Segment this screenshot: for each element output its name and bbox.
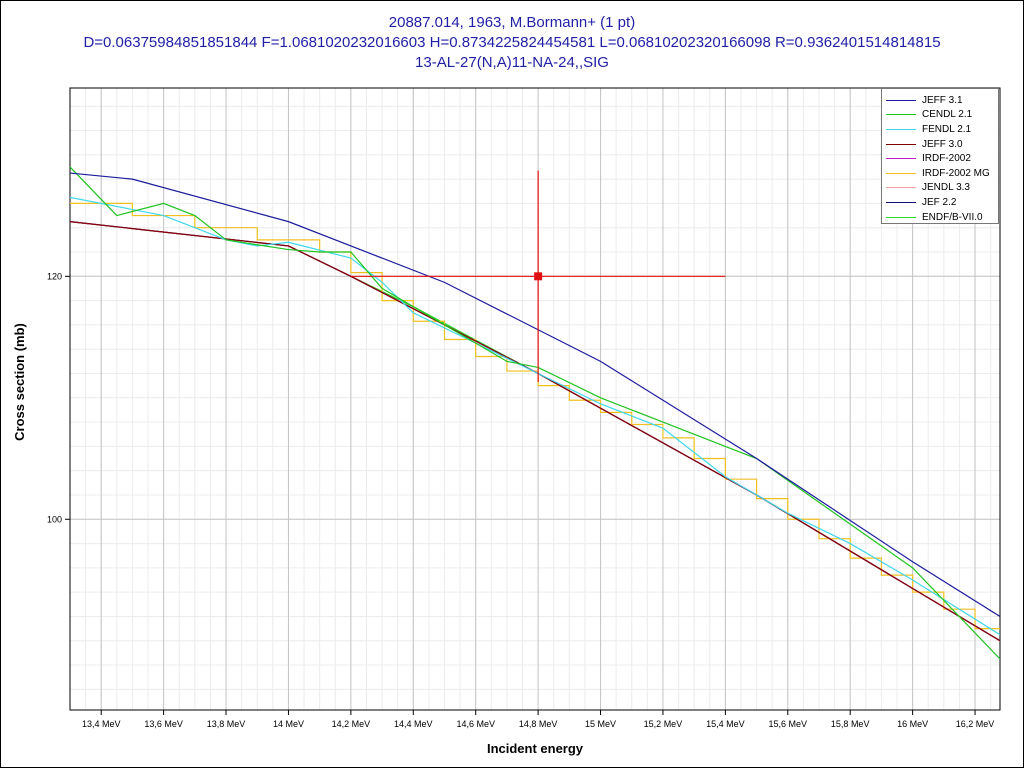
x-tick-label: 15 MeV <box>585 719 616 729</box>
legend-item-irdf-2002: IRDF-2002 <box>882 151 998 166</box>
legend-label: IRDF-2002 MG <box>922 167 990 179</box>
legend-item-fendl-2-1: FENDL 2.1 <box>882 122 998 137</box>
y-axis-label: Cross section (mb) <box>12 323 27 441</box>
legend-label: JENDL 3.3 <box>922 182 970 194</box>
x-tick-label: 15,8 MeV <box>831 719 870 729</box>
y-tick-label: 120 <box>47 271 62 281</box>
x-tick-label: 14,8 MeV <box>519 719 558 729</box>
legend: JEFF 3.1 CENDL 2.1 FENDL 2.1 JEFF 3.0 IRDF-2… <box>881 88 999 224</box>
x-tick-label: 15,6 MeV <box>769 719 808 729</box>
legend-swatch <box>886 216 916 218</box>
legend-item-jeff-3-0: JEFF 3.0 <box>882 137 998 152</box>
series-line-jeff-3-1 <box>70 172 1000 617</box>
legend-swatch <box>886 143 916 145</box>
legend-item-endf-b-vii-0: ENDF/B-VII.0 <box>882 210 998 225</box>
data-point-marker <box>534 272 543 281</box>
legend-label: FENDL 2.1 <box>922 123 972 135</box>
legend-label: ENDF/B-VII.0 <box>922 211 983 223</box>
legend-item-jendl-3-3: JENDL 3.3 <box>882 181 998 196</box>
x-tick-label: 15,2 MeV <box>644 719 683 729</box>
x-tick-label: 14 MeV <box>273 719 304 729</box>
legend-swatch <box>886 201 916 203</box>
chart-subtitle-reaction: 13-AL-27(N,A)11-NA-24,,SIG <box>415 54 609 71</box>
legend-item-jef-2-2: JEF 2.2 <box>882 195 998 210</box>
x-tick-label: 15,4 MeV <box>706 719 745 729</box>
legend-label: JEFF 3.1 <box>922 94 963 106</box>
x-tick-label: 13,4 MeV <box>82 719 121 729</box>
legend-swatch <box>886 172 916 174</box>
legend-label: JEF 2.2 <box>922 196 957 208</box>
chart-subtitle-parameters: D=0.06375984851851844 F=1.06810202320166… <box>83 34 941 51</box>
y-tick-label: 100 <box>47 514 62 524</box>
plot-border <box>69 87 1001 711</box>
x-axis-label: Incident energy <box>486 741 584 756</box>
legend-label: IRDF-2002 <box>922 153 971 165</box>
x-tick-label: 13,8 MeV <box>207 719 246 729</box>
x-tick-label: 13,6 MeV <box>144 719 183 729</box>
chart-title: 20887.014, 1963, M.Bormann+ (1 pt) <box>388 14 636 31</box>
legend-item-cendl-2-1: CENDL 2.1 <box>882 108 998 123</box>
x-tick-label: 16 MeV <box>897 719 928 729</box>
series-line-cendl-2-1 <box>70 166 1000 660</box>
legend-swatch <box>886 99 916 101</box>
plot-area <box>70 88 1000 710</box>
x-tick-label: 14,6 MeV <box>456 719 495 729</box>
legend-swatch <box>886 158 916 160</box>
x-tick-label: 16,2 MeV <box>956 719 995 729</box>
legend-swatch <box>886 114 916 116</box>
legend-swatch <box>886 128 916 130</box>
x-tick-label: 14,2 MeV <box>332 719 371 729</box>
legend-label: JEFF 3.0 <box>922 138 963 150</box>
legend-item-jeff-3-1: JEFF 3.1 <box>882 93 998 108</box>
legend-swatch <box>886 187 916 189</box>
legend-label: CENDL 2.1 <box>922 109 973 121</box>
legend-item-irdf-2002-mg: IRDF-2002 MG <box>882 166 998 181</box>
x-tick-label: 14,4 MeV <box>394 719 433 729</box>
